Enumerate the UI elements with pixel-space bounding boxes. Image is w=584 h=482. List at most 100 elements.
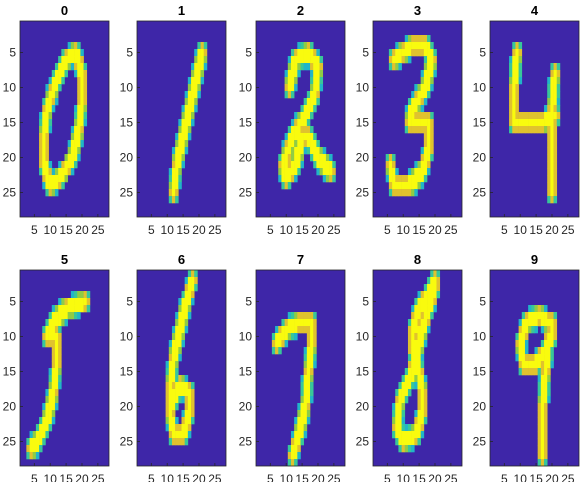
pixel — [83, 112, 88, 120]
pixel — [168, 375, 173, 383]
pixel — [395, 438, 399, 446]
pixel — [544, 459, 548, 467]
pixel — [417, 410, 421, 418]
pixel — [275, 326, 279, 334]
y-tick-label: 5 — [245, 46, 252, 60]
pixel — [385, 168, 390, 176]
pixel — [411, 175, 415, 183]
pixel — [74, 298, 78, 306]
pixel — [300, 319, 304, 327]
pixel — [515, 340, 519, 348]
pixel — [547, 396, 551, 404]
pixel — [537, 347, 542, 355]
digit-pixels — [515, 305, 558, 467]
pixel — [294, 319, 298, 327]
digit-pixels — [26, 291, 91, 460]
pixel — [290, 326, 295, 334]
pixel — [423, 42, 428, 50]
pixel — [509, 112, 513, 120]
pixel — [74, 63, 78, 71]
pixel — [187, 431, 192, 439]
y-tick-label: 20 — [473, 151, 487, 165]
pixel — [197, 42, 201, 50]
pixel — [303, 326, 308, 334]
y-tick-label: 25 — [239, 435, 253, 449]
pixel — [191, 70, 195, 78]
pixel — [42, 126, 46, 134]
pixel — [77, 291, 81, 299]
pixel — [322, 154, 327, 162]
pixel — [42, 403, 46, 411]
pixel — [294, 326, 298, 334]
pixel — [404, 445, 409, 453]
pixel — [316, 77, 320, 85]
pixel — [184, 438, 189, 446]
pixel — [423, 389, 428, 397]
pixel — [534, 312, 538, 320]
pixel — [401, 49, 406, 57]
pixel — [175, 340, 179, 348]
pixel — [303, 382, 308, 390]
pixel — [165, 396, 170, 404]
pixel — [547, 161, 551, 169]
pixel — [51, 84, 56, 92]
pixel — [553, 326, 558, 334]
pixel — [74, 112, 78, 120]
pixel — [518, 119, 523, 127]
pixel — [48, 161, 53, 169]
pixel — [303, 133, 308, 141]
pixel — [171, 410, 176, 418]
pixel — [80, 119, 84, 127]
pixel — [524, 333, 529, 341]
pixel — [414, 305, 418, 313]
pixel — [294, 161, 298, 169]
pixel — [417, 347, 421, 355]
pixel — [540, 431, 545, 439]
pixel — [411, 382, 415, 390]
pixel — [271, 347, 276, 355]
pixel — [427, 326, 431, 334]
pixel — [427, 305, 431, 313]
pixel — [175, 196, 179, 204]
pixel — [54, 354, 59, 362]
pixel — [54, 326, 59, 334]
pixel — [194, 56, 198, 64]
pixel — [191, 389, 195, 397]
pixel — [411, 361, 415, 369]
pixel — [414, 368, 418, 376]
pixel — [64, 56, 68, 64]
pixel — [184, 291, 189, 299]
pixel — [300, 424, 304, 432]
pixel — [306, 49, 311, 57]
pixel — [45, 98, 49, 106]
pixel — [518, 333, 523, 341]
y-tick-label: 10 — [120, 81, 134, 95]
pixel — [171, 417, 176, 425]
x-tick-label: 15 — [59, 472, 73, 482]
pixel — [411, 347, 415, 355]
x-tick-label: 15 — [412, 223, 426, 237]
pixel — [42, 340, 46, 348]
pixel — [398, 424, 402, 432]
pixel — [181, 161, 185, 169]
pixel — [423, 333, 428, 341]
pixel — [290, 161, 295, 169]
pixel — [297, 417, 301, 425]
pixel — [74, 140, 78, 148]
pixel — [187, 84, 192, 92]
pixel — [550, 319, 554, 327]
pixel — [524, 312, 529, 320]
pixel — [313, 361, 317, 369]
pixel — [316, 140, 320, 148]
pixel — [316, 161, 320, 169]
pixel — [322, 161, 327, 169]
pixel — [411, 354, 415, 362]
pixel — [427, 119, 431, 127]
pixel — [550, 333, 554, 341]
pixel — [423, 140, 428, 148]
pixel — [414, 112, 418, 120]
pixel — [420, 312, 425, 320]
pixel — [80, 291, 84, 299]
pixel — [537, 382, 542, 390]
x-tick-label: 10 — [280, 472, 294, 482]
